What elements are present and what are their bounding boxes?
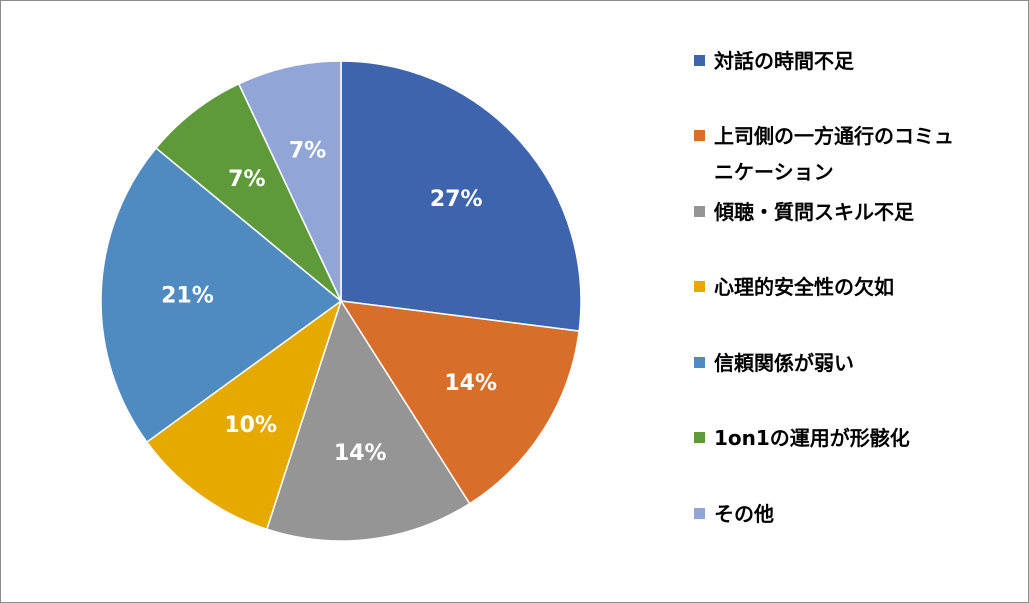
legend-item: 上司側の一方通行のコミュニケーション	[694, 121, 994, 190]
slice-data-label: 27%	[430, 187, 483, 212]
legend-item: 1on1の運用が形骸化	[694, 423, 994, 456]
pie-slice	[340, 60, 582, 332]
legend-swatch	[694, 357, 705, 368]
legend-item: 信頼関係が弱い	[694, 348, 994, 381]
pie-slice	[145, 299, 343, 531]
slice-data-label: 14%	[444, 371, 497, 396]
pie-slice	[339, 300, 580, 505]
legend-label: 傾聴・質問スキル不足	[714, 200, 914, 224]
pie-slice	[237, 60, 342, 302]
legend-label: その他	[714, 502, 774, 526]
legend-item: その他	[694, 499, 994, 532]
legend-swatch	[694, 508, 705, 519]
legend-swatch	[694, 206, 705, 217]
legend-label: 心理的安全性の欠如	[714, 275, 894, 299]
legend-label: 対話の時間不足	[714, 49, 854, 73]
legend-item: 傾聴・質問スキル不足	[694, 197, 994, 230]
slice-data-label: 7%	[228, 167, 265, 192]
legend-swatch	[694, 55, 705, 66]
legend-item: 対話の時間不足	[694, 46, 994, 79]
slice-data-label: 21%	[161, 284, 214, 309]
legend-label: 1on1の運用が形骸化	[714, 426, 910, 450]
pie-slice	[265, 299, 471, 542]
pie-slice	[155, 82, 342, 302]
slice-data-label: 14%	[334, 441, 387, 466]
legend-label: 信頼関係が弱い	[714, 351, 854, 375]
slice-data-label: 10%	[224, 413, 277, 438]
legend-swatch	[694, 281, 705, 292]
pie-slice	[100, 146, 343, 444]
legend-label: 上司側の一方通行のコミュニケーション	[714, 124, 954, 184]
legend-swatch	[694, 432, 705, 443]
legend-item: 心理的安全性の欠如	[694, 272, 994, 305]
legend-swatch	[694, 130, 705, 141]
slice-data-label: 7%	[289, 139, 326, 164]
